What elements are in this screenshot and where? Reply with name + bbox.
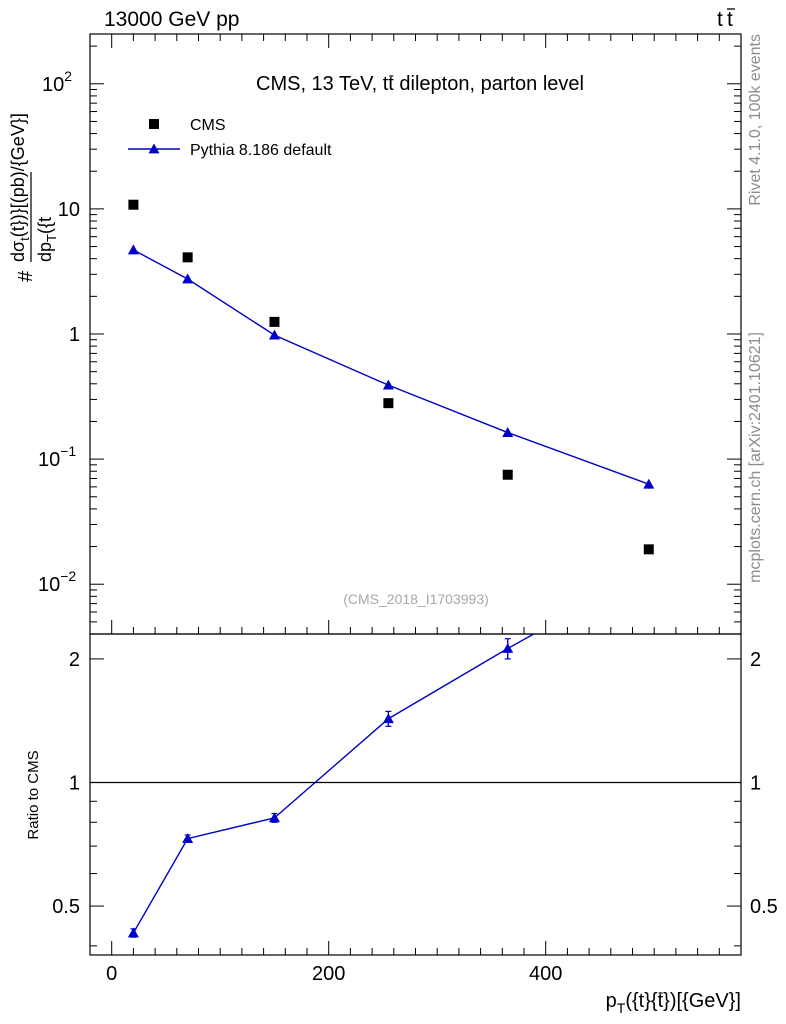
main-y-tick-label: 10−2 <box>38 568 76 596</box>
main-y-ticks: 102 10 1 10−1 10−2 <box>38 45 741 635</box>
main-y-tick-label: 1 <box>69 324 80 346</box>
cms-point <box>128 199 139 210</box>
header-process-label: t t <box>717 8 735 31</box>
header-beam-label: 13000 GeV pp <box>104 8 239 31</box>
pythia-point <box>127 244 139 255</box>
header-process-tbar: t <box>727 8 733 31</box>
ratio-y-tick-label-right: 2 <box>750 649 761 671</box>
pythia-point <box>382 379 394 390</box>
ratio-y-tick-label: 0.5 <box>52 896 80 918</box>
side-text-rivet: Rivet 4.1.0, 100k events <box>747 34 764 206</box>
legend: CMS Pythia 8.186 default <box>128 117 332 159</box>
ratio-y-tick-label: 1 <box>69 772 80 794</box>
main-y-tick-label: 10 <box>58 199 80 221</box>
main-series-layer <box>127 199 655 555</box>
ratio-y-axis-label: Ratio to CMS <box>25 750 42 839</box>
ratio-point <box>268 812 280 823</box>
main-y-axis-label: # dσt(t})}[(pb)/{GeV}] dpT({t <box>8 113 59 282</box>
ratio-point <box>382 713 394 724</box>
ratio-point <box>502 643 514 653</box>
ratio-series-layer <box>90 564 741 938</box>
ratio-y-tick-label-right: 0.5 <box>750 896 778 918</box>
ratio-point <box>182 833 194 844</box>
x-axis-label: pT({t}{t})[{GeV}] <box>606 990 741 1016</box>
pythia-point <box>268 329 280 340</box>
y-label-denominator: dpT({t <box>35 217 59 262</box>
main-title: CMS, 13 TeV, tt dilepton, parton level <box>256 73 584 95</box>
pythia-point <box>502 427 514 437</box>
main-y-tick-label: 102 <box>42 68 72 96</box>
cms-point <box>383 398 394 409</box>
ratio-y-ticks: 2 2 1 1 0.5 0.5 <box>52 649 778 947</box>
y-label-numerator: dσt(t})}[(pb)/{GeV}] <box>8 113 32 262</box>
cms-point <box>643 544 654 555</box>
ratio-point <box>643 564 654 574</box>
pythia-point <box>182 273 194 284</box>
x-ticks: 0 200 400 <box>106 34 720 985</box>
ratio-panel-frame <box>89 633 742 956</box>
ratio-y-tick-label-right: 1 <box>750 772 761 794</box>
main-y-tick-label: 10−1 <box>38 443 76 471</box>
y-label-hash: # <box>15 270 37 282</box>
legend-label: Pythia 8.186 default <box>190 142 332 159</box>
pythia-series-line <box>133 249 650 485</box>
pythia-point <box>643 478 655 489</box>
cms-point <box>269 316 280 327</box>
main-panel-frame <box>89 33 742 635</box>
legend-marker-pythia <box>148 143 160 154</box>
cms-point <box>502 469 513 480</box>
x-tick-label: 0 <box>106 963 117 985</box>
x-tick-label: 400 <box>529 963 562 985</box>
cms-point <box>182 252 193 263</box>
legend-label: CMS <box>190 117 226 134</box>
ratio-point <box>127 927 139 938</box>
ratio-y-tick-label: 2 <box>69 649 80 671</box>
side-text-mcplots: mcplots.cern.ch [arXiv:2401.10621] <box>747 332 764 583</box>
legend-marker-cms <box>149 119 159 129</box>
x-tick-label: 200 <box>312 963 345 985</box>
ratio-series-line <box>132 634 536 934</box>
main-title-text: CMS, 13 TeV, tt dilepton, parton level <box>256 73 584 95</box>
analysis-watermark: (CMS_2018_I1703993) <box>343 591 489 607</box>
header-process-t: t <box>717 8 723 31</box>
